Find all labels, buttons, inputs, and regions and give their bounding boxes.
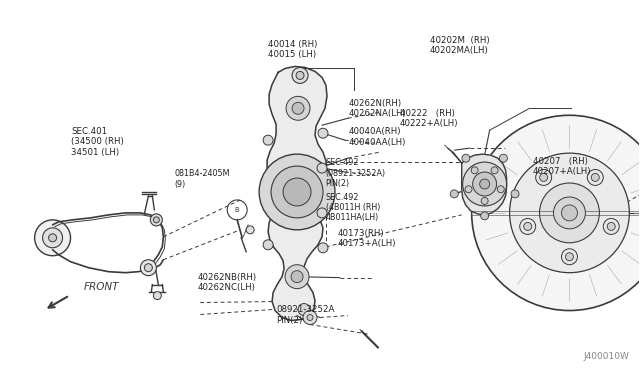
- Circle shape: [481, 198, 488, 205]
- Circle shape: [540, 173, 548, 182]
- Circle shape: [554, 197, 586, 229]
- Circle shape: [511, 190, 519, 198]
- Text: 08921-3252A
PIN(2): 08921-3252A PIN(2): [276, 305, 335, 325]
- Circle shape: [318, 243, 328, 253]
- Text: SEC.401
(34500 (RH)
34501 (LH): SEC.401 (34500 (RH) 34501 (LH): [71, 127, 124, 157]
- Circle shape: [296, 71, 304, 79]
- Circle shape: [43, 228, 63, 248]
- Polygon shape: [461, 154, 507, 215]
- Circle shape: [271, 166, 323, 218]
- Circle shape: [317, 208, 327, 218]
- Circle shape: [465, 186, 472, 193]
- Circle shape: [263, 240, 273, 250]
- Text: 081B4-2405M
(9): 081B4-2405M (9): [174, 169, 230, 189]
- Text: 40262NB(RH)
40262NC(LH): 40262NB(RH) 40262NC(LH): [197, 273, 257, 292]
- Circle shape: [150, 214, 163, 226]
- Circle shape: [607, 222, 615, 230]
- Circle shape: [298, 304, 310, 315]
- Circle shape: [292, 67, 308, 83]
- Text: FRONT: FRONT: [84, 282, 119, 292]
- Text: 40173(RH)
40173+A(LH): 40173(RH) 40173+A(LH): [337, 229, 396, 248]
- Circle shape: [285, 265, 309, 289]
- Circle shape: [292, 102, 304, 114]
- Circle shape: [499, 154, 508, 162]
- Circle shape: [604, 218, 619, 234]
- Circle shape: [259, 154, 335, 230]
- Circle shape: [561, 205, 577, 221]
- Text: 40202M  (RH)
40202MA(LH): 40202M (RH) 40202MA(LH): [430, 36, 490, 55]
- Circle shape: [283, 178, 311, 206]
- Circle shape: [471, 167, 478, 174]
- Circle shape: [462, 154, 470, 162]
- Polygon shape: [267, 67, 327, 321]
- Circle shape: [536, 170, 552, 185]
- Circle shape: [491, 167, 498, 174]
- Circle shape: [263, 135, 273, 145]
- Circle shape: [540, 183, 600, 243]
- Circle shape: [317, 163, 327, 173]
- Circle shape: [566, 253, 573, 261]
- Text: B: B: [235, 207, 239, 213]
- Circle shape: [524, 222, 532, 230]
- Circle shape: [49, 234, 56, 242]
- Circle shape: [154, 217, 159, 223]
- Circle shape: [35, 220, 70, 256]
- Text: 40207   (RH)
40207+A(LH): 40207 (RH) 40207+A(LH): [532, 157, 591, 176]
- Text: J400010W: J400010W: [584, 352, 629, 361]
- Circle shape: [286, 96, 310, 120]
- Circle shape: [509, 153, 629, 273]
- Circle shape: [591, 173, 599, 182]
- Circle shape: [303, 311, 317, 324]
- Circle shape: [318, 128, 328, 138]
- Text: 40014 (RH)
40015 (LH): 40014 (RH) 40015 (LH): [268, 39, 317, 59]
- Circle shape: [140, 260, 156, 276]
- Text: 40040A(RH)
40040AA(LH): 40040A(RH) 40040AA(LH): [349, 128, 406, 147]
- Text: 40262N(RH)
40262NA(LH): 40262N(RH) 40262NA(LH): [349, 99, 406, 118]
- Circle shape: [473, 172, 497, 196]
- Circle shape: [246, 226, 254, 234]
- Circle shape: [307, 314, 313, 321]
- Circle shape: [145, 264, 152, 272]
- Circle shape: [520, 218, 536, 234]
- Circle shape: [451, 190, 458, 198]
- Circle shape: [588, 170, 604, 185]
- Circle shape: [291, 271, 303, 283]
- Circle shape: [561, 249, 577, 265]
- Circle shape: [463, 162, 507, 206]
- Text: SEC.492
(08921-3252A)
PIN(2): SEC.492 (08921-3252A) PIN(2): [326, 158, 386, 188]
- Text: SEC.492
(4B011H (RH)
4B011HA(LH): SEC.492 (4B011H (RH) 4B011HA(LH): [326, 193, 380, 222]
- Circle shape: [154, 292, 161, 299]
- Text: 40222   (RH)
40222+A(LH): 40222 (RH) 40222+A(LH): [400, 109, 458, 128]
- Circle shape: [497, 186, 504, 193]
- Circle shape: [472, 115, 640, 311]
- Circle shape: [481, 212, 488, 220]
- Circle shape: [479, 179, 490, 189]
